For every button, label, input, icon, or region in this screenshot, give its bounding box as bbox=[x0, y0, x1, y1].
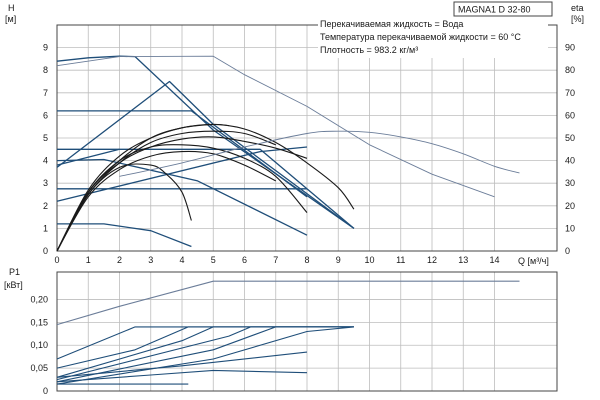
power-tick-labels: 0 0,05 0,10 0,15 0,20 bbox=[30, 294, 48, 396]
power-y-tick-label: 0 bbox=[43, 386, 48, 396]
x-tick-label: 7 bbox=[273, 255, 278, 265]
power-plot-frame bbox=[56, 271, 558, 392]
y-right-tick-label: 80 bbox=[565, 65, 575, 75]
y-right-tick-label: 30 bbox=[565, 178, 575, 188]
x-tick-label: 0 bbox=[54, 255, 59, 265]
chart-title: MAGNA1 D 32-80 bbox=[458, 5, 531, 15]
x-tick-label: 2 bbox=[117, 255, 122, 265]
power-line bbox=[56, 326, 354, 381]
title-box bbox=[453, 1, 553, 17]
x-tick-label: 5 bbox=[211, 255, 216, 265]
y-right-tick-label: 90 bbox=[565, 43, 575, 53]
y-axis-label: H bbox=[8, 3, 15, 13]
y-right-axis-label: eta bbox=[571, 3, 584, 13]
eta-envelope-line bbox=[119, 130, 520, 177]
y-tick-label: 7 bbox=[43, 88, 48, 98]
y-right-tick-label: 50 bbox=[565, 133, 575, 143]
y-tick-label: 2 bbox=[43, 201, 48, 211]
power-y-tick-label: 0,10 bbox=[30, 340, 48, 350]
y-tick-label: 3 bbox=[43, 178, 48, 188]
x-tick-label: 11 bbox=[396, 255, 405, 265]
head-curve-line bbox=[56, 146, 308, 202]
x-tick-label: 6 bbox=[242, 255, 247, 265]
power-line bbox=[56, 326, 354, 383]
x-tick-label: 1 bbox=[86, 255, 91, 265]
annotation-fluid: Перекачиваемая жидкость = Вода bbox=[320, 19, 463, 29]
head-curve-line bbox=[56, 55, 355, 229]
y-tick-label: 9 bbox=[43, 43, 48, 53]
efficiency-line bbox=[56, 123, 229, 252]
power-y-tick-label: 0,15 bbox=[30, 317, 48, 327]
power-line bbox=[56, 326, 354, 385]
annotation-background bbox=[318, 17, 548, 58]
head-curve-line bbox=[57, 110, 308, 198]
y-right-tick-label: 70 bbox=[565, 88, 575, 98]
y-right-tick-label: 40 bbox=[565, 156, 575, 166]
y-tick-label: 5 bbox=[43, 133, 48, 143]
y-tick-label: 1 bbox=[43, 223, 48, 233]
power-line bbox=[56, 326, 354, 369]
power-y-tick-label: 0,05 bbox=[30, 363, 48, 373]
head-plot-frame bbox=[56, 24, 558, 252]
head-curve-line bbox=[56, 148, 120, 166]
efficiency-line bbox=[56, 163, 192, 252]
power-line bbox=[56, 351, 308, 378]
y-tick-label: 8 bbox=[43, 65, 48, 75]
x-tick-label: 9 bbox=[336, 255, 341, 265]
efficiency-line bbox=[56, 123, 355, 252]
x-tick-label: 14 bbox=[489, 255, 499, 265]
x-tick-label: 10 bbox=[364, 255, 374, 265]
efficiency-line bbox=[56, 130, 276, 252]
efficiency-line bbox=[56, 150, 277, 252]
power-line bbox=[56, 280, 520, 326]
power-y-axis-label: P1 bbox=[9, 267, 20, 277]
power-series bbox=[56, 280, 520, 385]
power-line bbox=[56, 326, 354, 378]
x-tick-label: 13 bbox=[458, 255, 468, 265]
head-curve-line bbox=[57, 223, 192, 248]
x-tick-label: 4 bbox=[179, 255, 184, 265]
x-tick-label: 8 bbox=[304, 255, 309, 265]
x-tick-label: 12 bbox=[427, 255, 437, 265]
power-y-axis-unit: [кВт] bbox=[4, 280, 23, 290]
y-right-tick-label: 20 bbox=[565, 201, 575, 211]
head-grid bbox=[56, 25, 557, 252]
annotation-density: Плотность = 983.2 кг/м³ bbox=[320, 45, 418, 55]
y-right-axis-unit: [%] bbox=[571, 14, 584, 24]
annotation-block: Перекачиваемая жидкость = Вода Температу… bbox=[318, 17, 548, 58]
y-axis-unit: [м] bbox=[5, 14, 16, 24]
y-tick-label: 0 bbox=[43, 246, 48, 256]
y-tick-label: 4 bbox=[43, 156, 48, 166]
annotation-temperature: Температура перекачиваемой жидкости = 60… bbox=[320, 32, 521, 42]
y-right-tick-label: 60 bbox=[565, 110, 575, 120]
power-y-tick-label: 0,20 bbox=[30, 294, 48, 304]
efficiency-line bbox=[56, 136, 308, 252]
power-line bbox=[56, 369, 308, 383]
x-axis-label: Q [м³/ч] bbox=[518, 256, 549, 266]
y-tick-label: 6 bbox=[43, 110, 48, 120]
head-series bbox=[56, 55, 520, 252]
y-right-tick-label: 10 bbox=[565, 223, 575, 233]
y-right-tick-label: 0 bbox=[565, 246, 570, 256]
p1-envelope-line bbox=[56, 55, 495, 198]
head-curve-line bbox=[56, 80, 355, 229]
x-tick-label: 3 bbox=[148, 255, 153, 265]
head-tick-labels: 0 1 2 3 4 5 6 7 8 9 10 11 12 13 1401234567890102030405… bbox=[43, 43, 575, 265]
